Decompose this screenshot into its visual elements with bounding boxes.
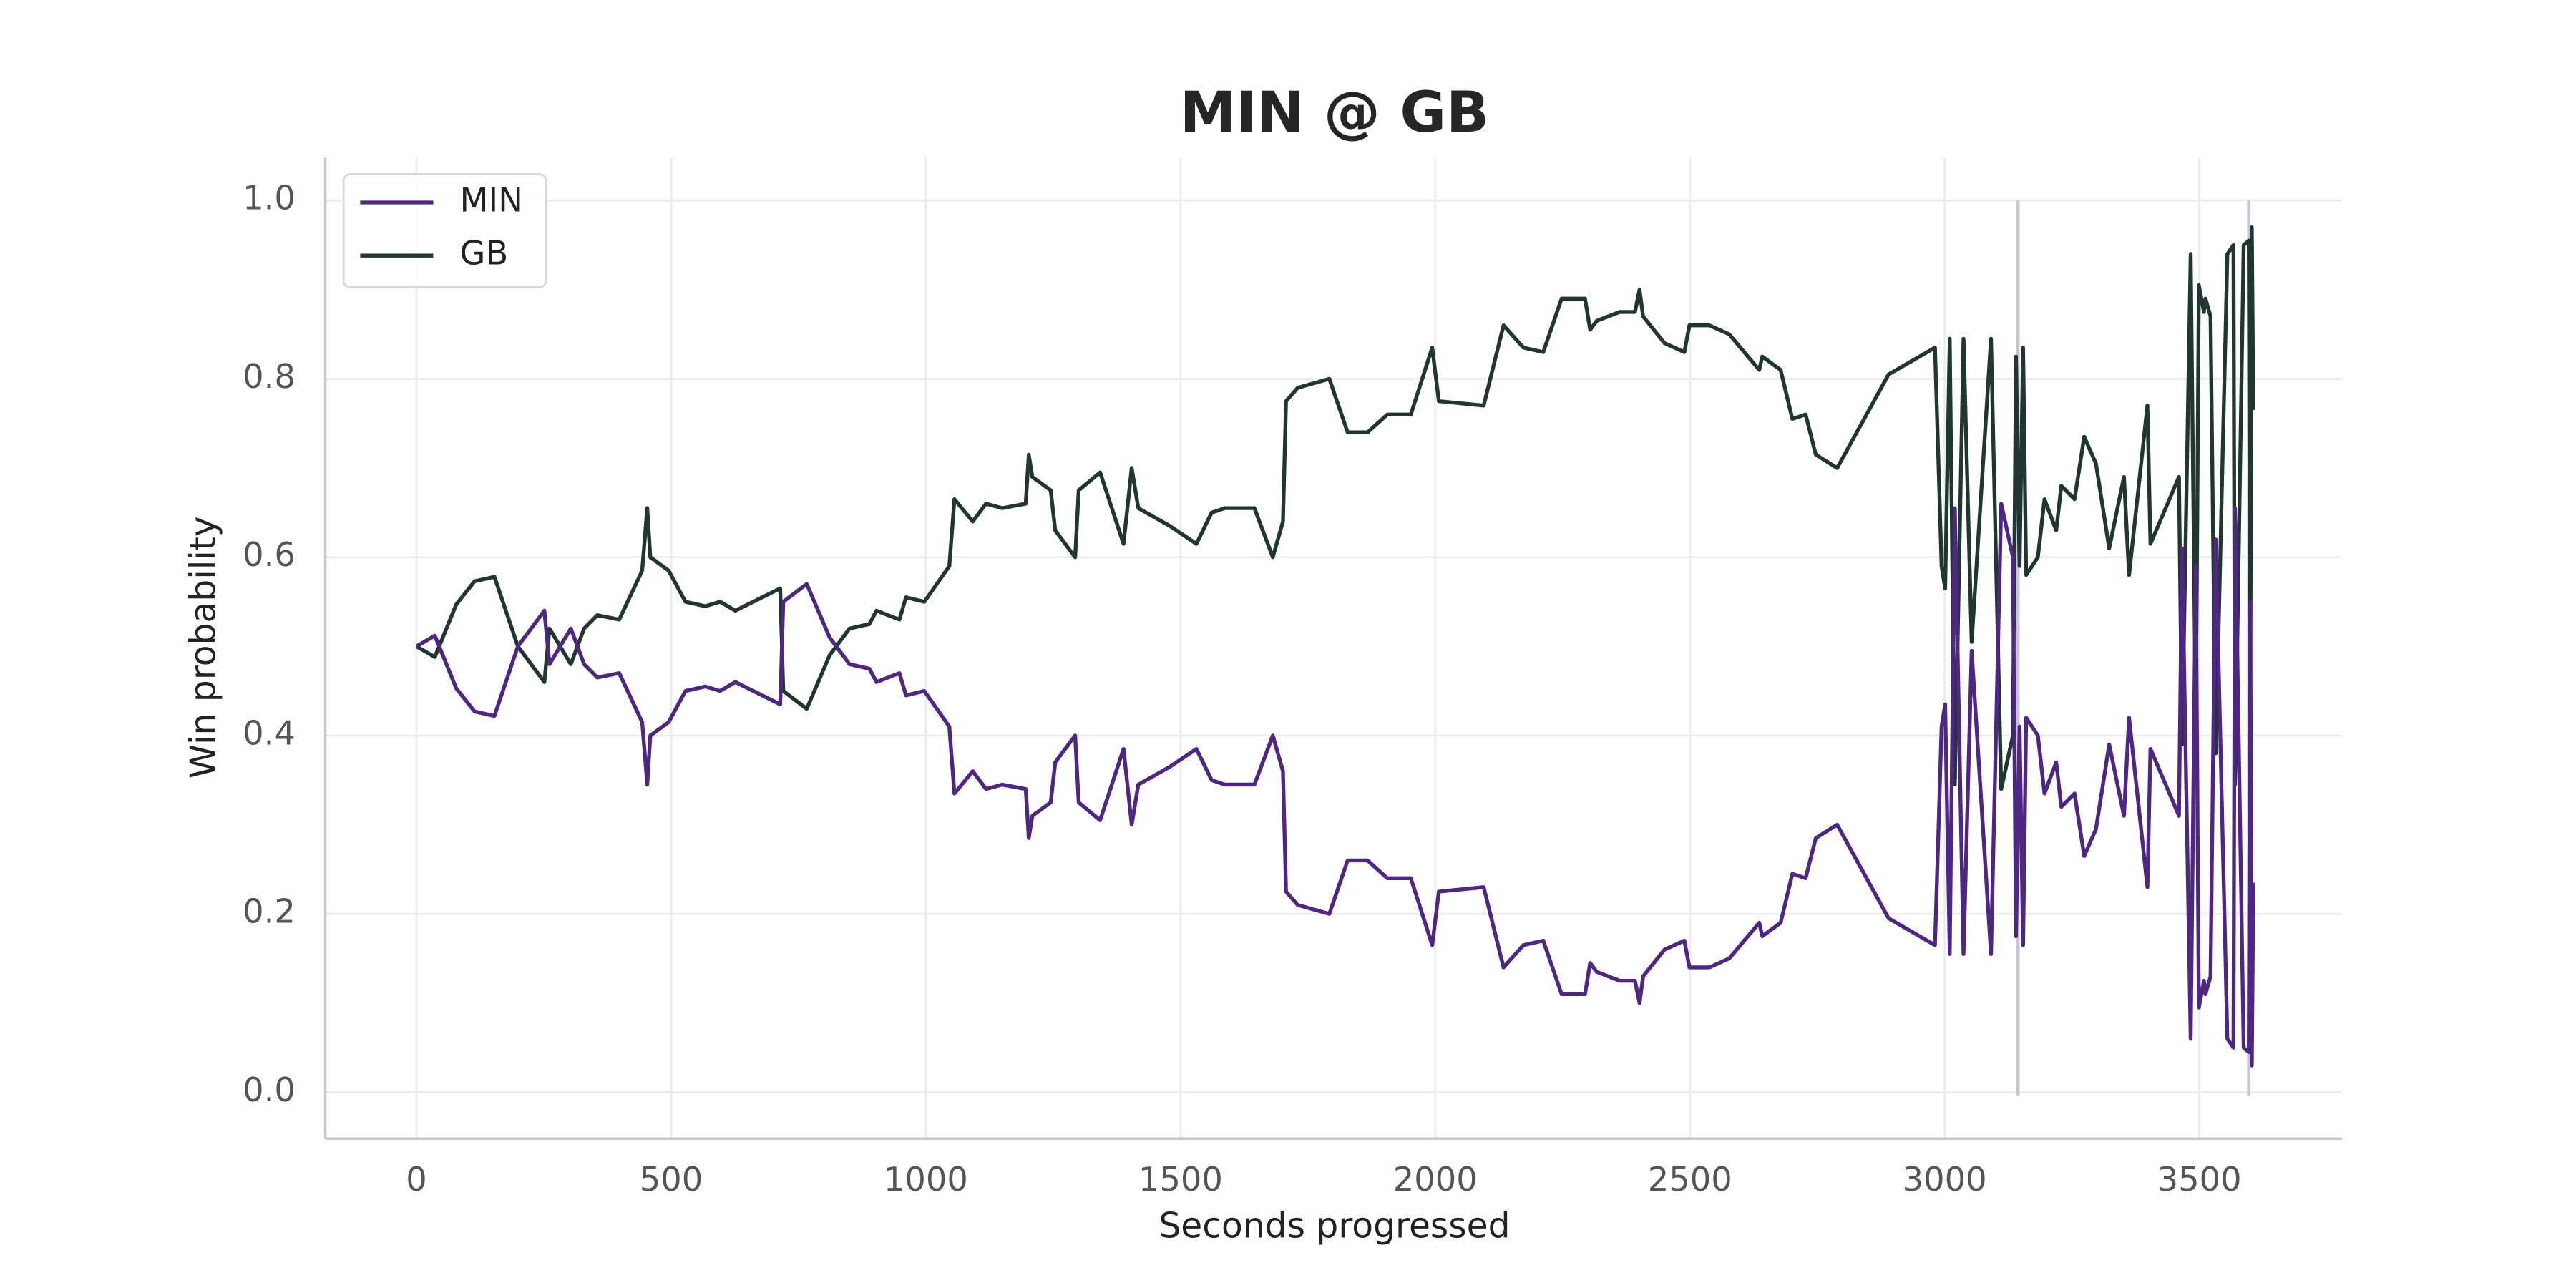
- legend: MIN GB: [342, 173, 547, 288]
- x-axis-label: Seconds progressed: [1158, 1206, 1510, 1246]
- chart-title: MIN @ GB: [1180, 79, 1489, 145]
- y-tick-label: 0.4: [243, 713, 296, 752]
- y-axis-label: Win probability: [184, 516, 224, 779]
- legend-label: GB: [460, 234, 509, 273]
- plot-area: [415, 225, 2255, 1068]
- series-line: [415, 225, 2255, 791]
- series-line: [415, 502, 2255, 1068]
- y-tick-label: 0.8: [243, 357, 296, 396]
- x-tick-label: 2500: [1648, 1160, 1732, 1199]
- y-tick-label: 0.6: [243, 535, 296, 574]
- y-tick-label: 1.0: [243, 179, 296, 218]
- x-tick-label: 2000: [1393, 1160, 1478, 1199]
- legend-label: MIN: [460, 180, 523, 219]
- y-tick-label: 0.0: [243, 1070, 296, 1109]
- x-tick-label: 3000: [1903, 1160, 1987, 1199]
- y-tick-label: 0.2: [243, 892, 296, 931]
- grid: [325, 157, 2342, 1139]
- x-tick-label: 3500: [2157, 1160, 2242, 1199]
- x-tick-label: 0: [406, 1160, 427, 1199]
- x-tick-label: 500: [640, 1160, 703, 1199]
- x-tick-label: 1500: [1138, 1160, 1223, 1199]
- x-tick-label: 1000: [884, 1160, 968, 1199]
